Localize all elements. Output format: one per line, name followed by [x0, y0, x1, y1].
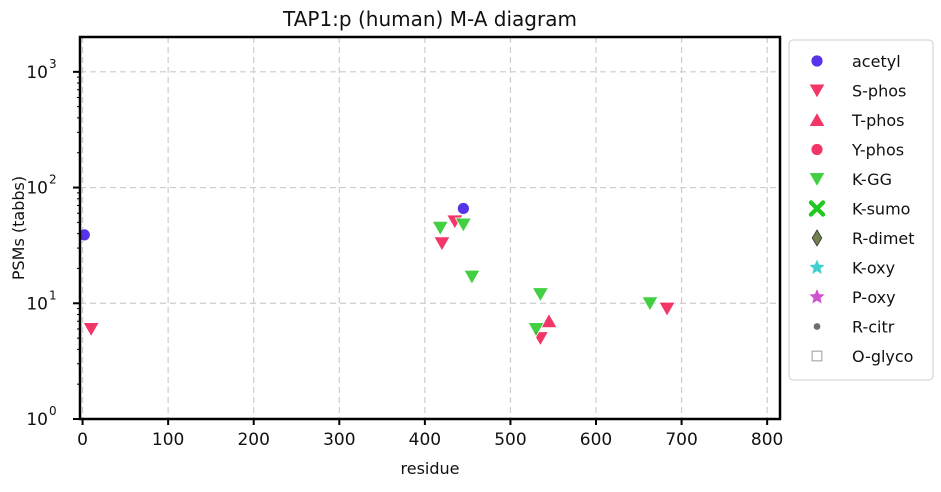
legend-item: R-citr: [813, 318, 895, 337]
data-point-k-gg: [531, 287, 550, 303]
y-tick-label: 10 2: [26, 173, 56, 199]
x-tick-label: 700: [665, 430, 697, 450]
y-tick-exponent: 0: [49, 404, 57, 418]
legend-item: T-phos: [808, 111, 905, 130]
legend-marker: [808, 83, 826, 99]
x-tick-label: 0: [77, 430, 88, 450]
data-point-k-gg: [527, 322, 545, 338]
y-tick-exponent: 2: [49, 173, 57, 187]
legend-marker: [808, 111, 826, 127]
x-tick-label: 500: [494, 430, 526, 450]
legend-item: K-oxy: [809, 259, 895, 278]
x-tick-label: 600: [580, 430, 612, 450]
legend-marker: [809, 259, 825, 274]
data-point-k-gg: [454, 217, 473, 233]
legend-item: acetyl: [810, 52, 901, 71]
legend-marker: [810, 143, 824, 156]
plot-frame: [78, 35, 782, 421]
legend-label: R-dimet: [852, 229, 915, 248]
legend-label: acetyl: [852, 52, 901, 71]
legend-label: Y-phos: [851, 141, 904, 160]
legend-label: K-sumo: [852, 200, 910, 219]
data-point-s-phos: [658, 301, 676, 317]
legend-label: K-GG: [852, 170, 892, 189]
data-point-s-phos: [433, 236, 451, 252]
legend-label: P-oxy: [852, 288, 896, 307]
legend-item: K-sumo: [808, 200, 910, 219]
legend-item: K-GG: [808, 170, 892, 189]
x-tick-label: 400: [409, 430, 441, 450]
x-tick-label: 100: [152, 430, 184, 450]
legend-marker: [813, 323, 821, 330]
chart-title: TAP1:p (human) M-A diagram: [282, 7, 577, 31]
y-tick-exponent: 1: [49, 288, 57, 302]
data-point-s-phos: [82, 322, 100, 338]
legend-marker: [808, 200, 826, 217]
legend-item: P-oxy: [809, 288, 896, 307]
data-point-k-gg: [431, 220, 449, 237]
grid-lines: [80, 37, 780, 419]
y-tick-label: 10 0: [26, 404, 56, 430]
data-point-acetyl: [77, 228, 91, 242]
y-tick-base: 10: [26, 294, 48, 314]
legend-marker: [809, 289, 825, 304]
data-point-t-phos: [540, 312, 558, 329]
data-point-k-gg: [641, 296, 659, 312]
legend-marker: [811, 229, 823, 247]
y-tick-label: 10 3: [26, 57, 56, 83]
y-axis-label: PSMs (tabbs): [9, 176, 28, 280]
y-tick-base: 10: [26, 410, 48, 430]
legend-label: R-citr: [852, 318, 895, 337]
legend-label: O-glyco: [852, 347, 913, 366]
legend: acetyl S-phos T-phos Y-phos K-GG K-sumo R-dime…: [788, 39, 934, 381]
legend-label: T-phos: [851, 111, 905, 130]
data-points: [77, 202, 676, 347]
legend-box: [788, 39, 934, 381]
legend-marker: [811, 350, 823, 362]
legend-marker: [810, 54, 824, 68]
legend-item: O-glyco: [811, 347, 913, 366]
y-tick-label: 10 1: [26, 288, 56, 314]
legend-item: Y-phos: [810, 141, 904, 160]
y-tick-base: 10: [26, 179, 48, 199]
legend-marker: [808, 172, 826, 188]
legend-label: S-phos: [852, 82, 906, 101]
y-tick-base: 10: [26, 63, 48, 83]
x-tick-label: 200: [237, 430, 269, 450]
y-tick-exponent: 3: [49, 57, 57, 71]
x-axis-label: residue: [401, 459, 460, 478]
data-point-acetyl: [456, 202, 470, 215]
x-tick-label: 800: [751, 430, 783, 450]
legend-item: S-phos: [808, 82, 906, 101]
x-tick-label: 300: [323, 430, 355, 450]
legend-item: R-dimet: [811, 229, 915, 248]
legend-label: K-oxy: [852, 259, 895, 278]
data-point-k-gg: [463, 269, 481, 286]
